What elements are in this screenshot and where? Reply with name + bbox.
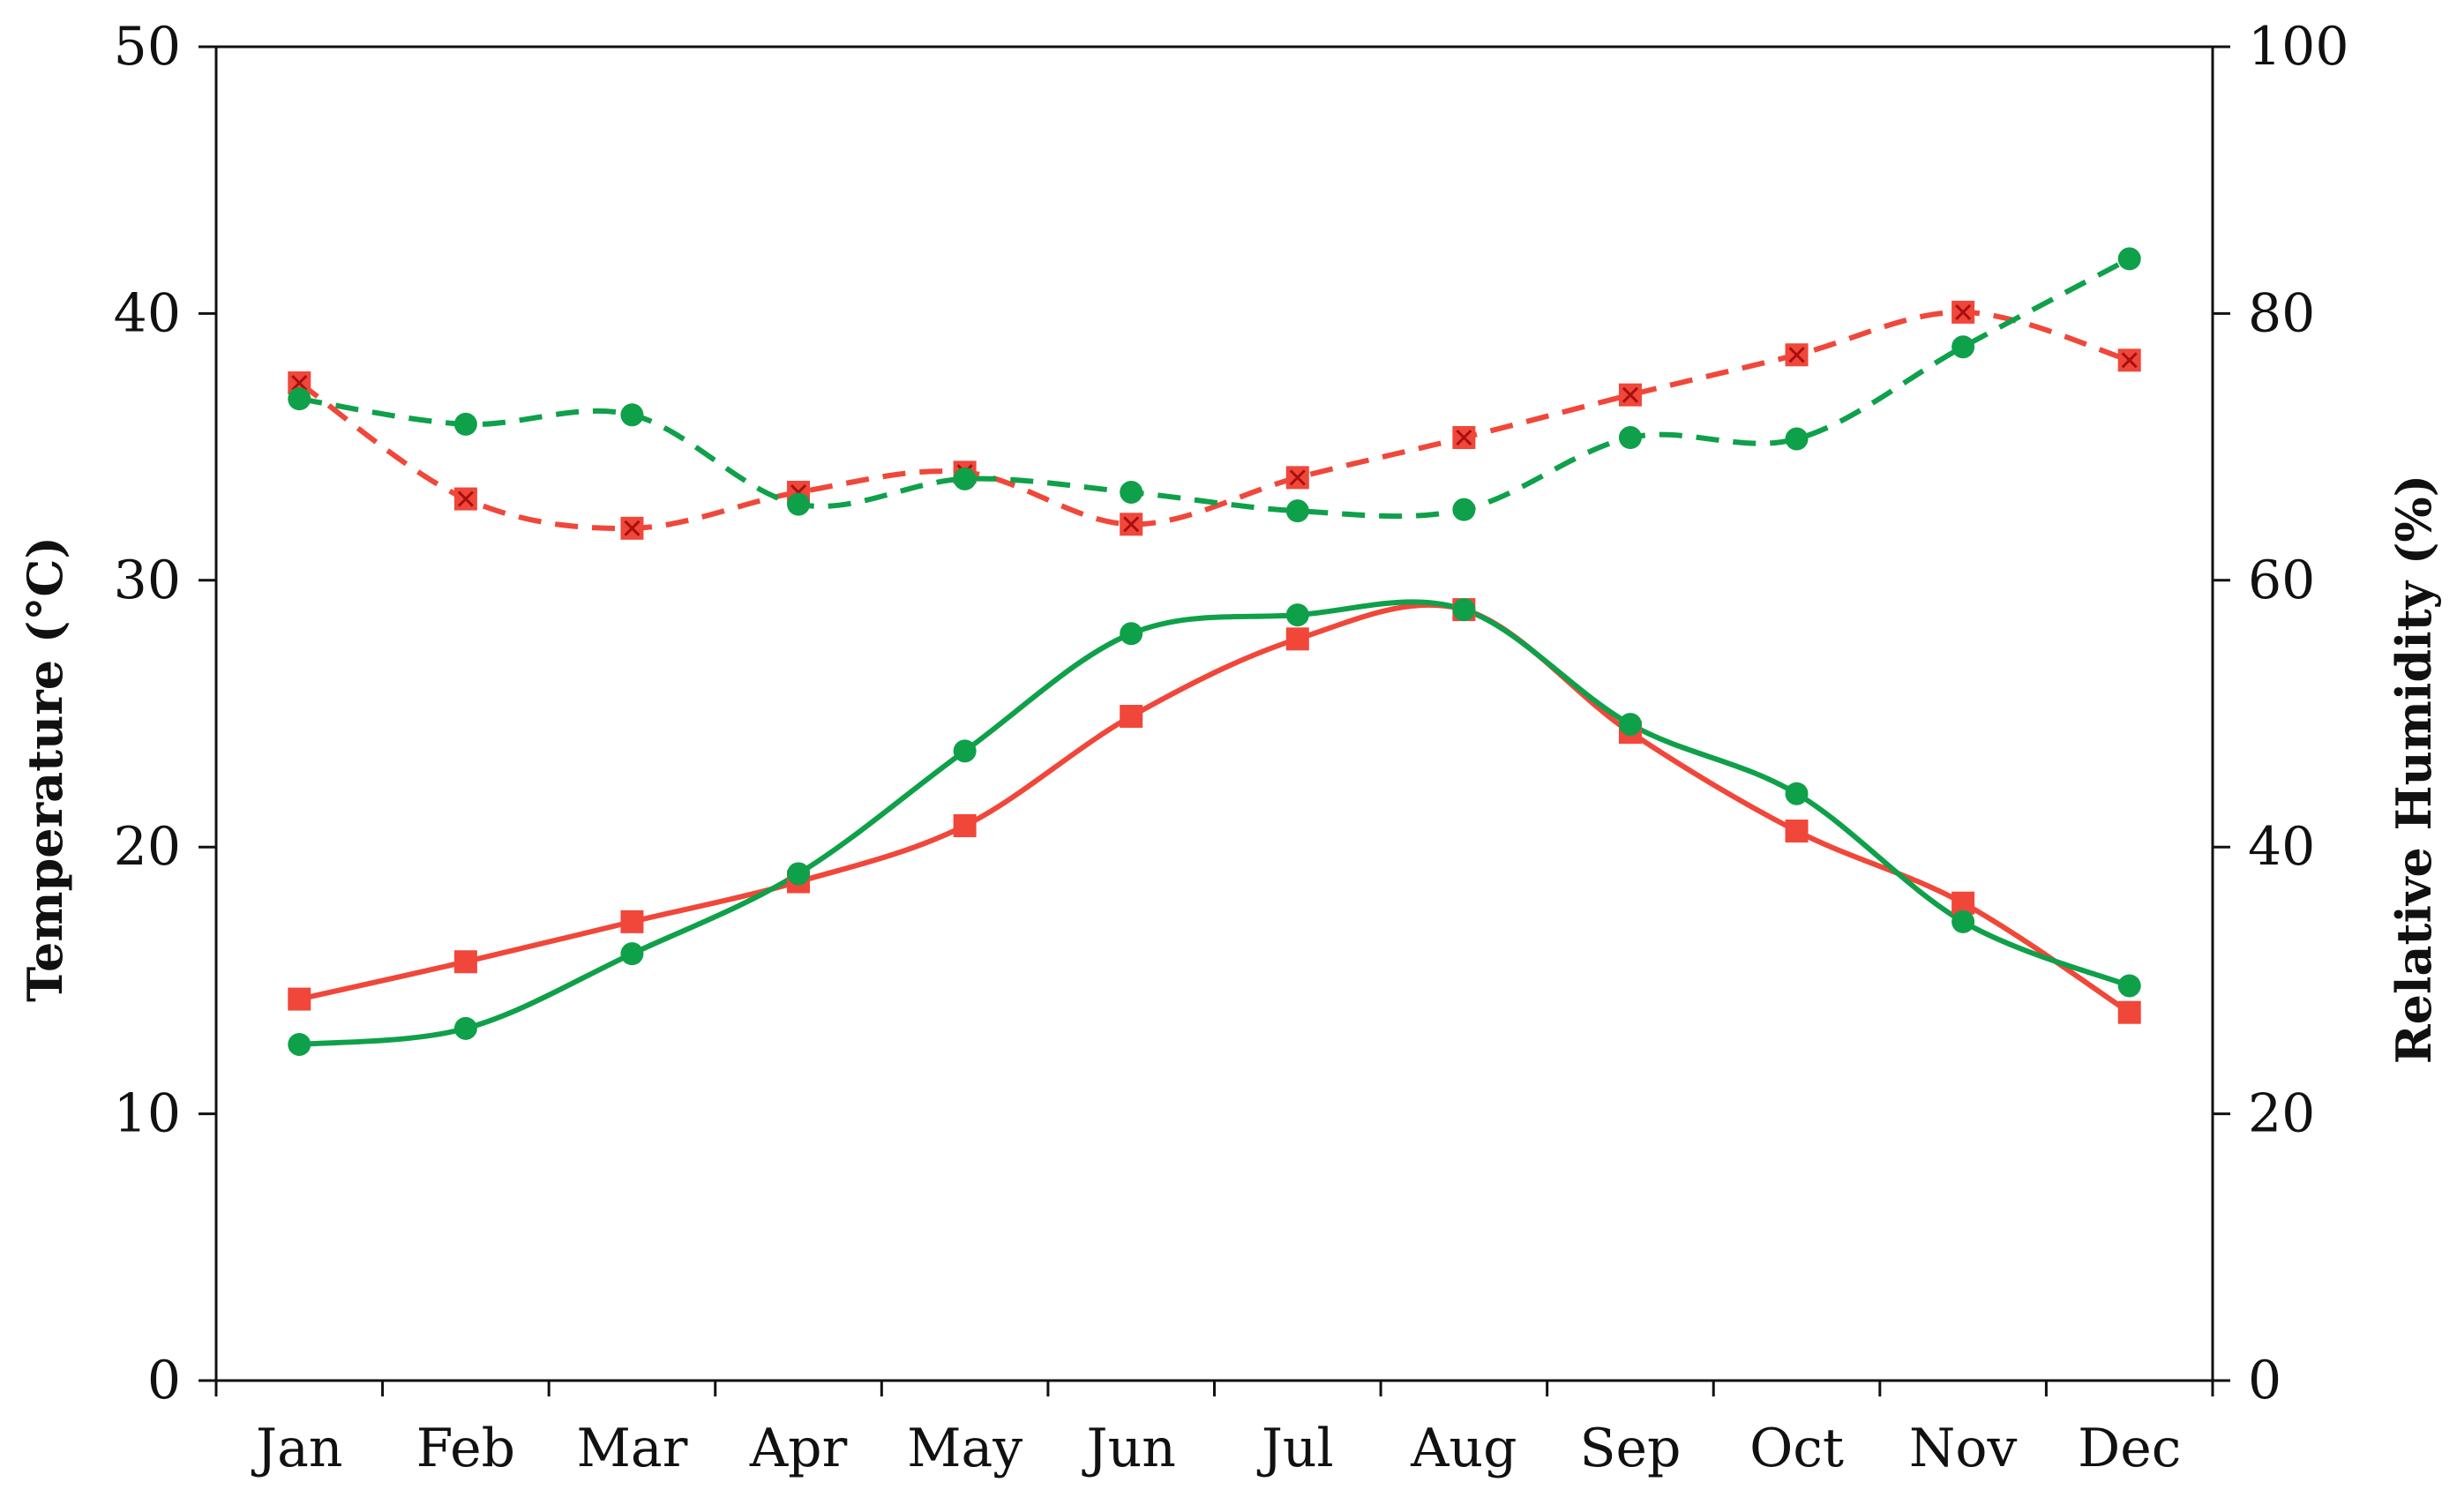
series-2-point <box>1452 598 1476 622</box>
series-2-point <box>288 1032 311 1056</box>
series-4-point <box>1120 481 1143 505</box>
y-right-tick-label: 60 <box>2248 550 2315 611</box>
series-1-point <box>453 950 477 974</box>
series-3-point <box>620 516 644 540</box>
y-left-tick-label: 50 <box>114 16 181 78</box>
series-4-point <box>453 412 477 436</box>
x-tick-label: Jul <box>1256 1418 1334 1479</box>
series-2-point <box>453 1016 477 1040</box>
y-right-tick-label: 40 <box>2248 816 2315 878</box>
series-1-point <box>2117 1000 2141 1024</box>
series-2-point <box>2117 974 2141 998</box>
x-tick-label: Dec <box>2078 1418 2181 1479</box>
series-3-point <box>1285 466 1309 490</box>
series-line-1 <box>298 602 2131 1015</box>
series-2-point <box>1951 909 1975 933</box>
series-4-point <box>1452 498 1476 521</box>
series-4-point <box>787 492 811 516</box>
axes: 0 10 20 30 40 50 0 20 40 60 80 100 Jan Feb Mar Apr May Ju… <box>114 16 2349 1479</box>
x-tick-label: Apr <box>749 1418 848 1479</box>
y-right-tick-label: 80 <box>2248 282 2315 344</box>
series-4-point <box>288 387 311 411</box>
series-3-point <box>1785 343 1809 367</box>
y-left-tick-label: 20 <box>114 816 181 878</box>
series-4-point <box>1785 427 1809 451</box>
y-left-tick-label: 10 <box>114 1083 181 1145</box>
y-axis-right-label: Relative Humidity (%) <box>2386 475 2442 1064</box>
series-line-4 <box>298 256 2131 520</box>
y-right-tick-label: 100 <box>2248 16 2349 78</box>
series-2-point <box>1120 622 1143 646</box>
x-tick-label: Oct <box>1749 1418 1844 1479</box>
series-3-point <box>2117 348 2141 372</box>
y-left-tick-label: 0 <box>147 1350 181 1411</box>
x-tick-label: Mar <box>577 1418 688 1479</box>
series-2-point <box>620 942 644 966</box>
series-1-point <box>953 814 977 838</box>
series-3-point <box>1120 513 1143 536</box>
y-right-tick-label: 0 <box>2248 1350 2281 1411</box>
series-3-point <box>1951 300 1975 324</box>
series-4-point <box>953 467 977 490</box>
x-tick-label: Jan <box>251 1418 342 1479</box>
series-4-point <box>1618 426 1642 450</box>
series-1-point <box>1285 627 1309 651</box>
x-tick-label: Jun <box>1082 1418 1176 1479</box>
series-1-point <box>288 987 311 1011</box>
series-line-2 <box>299 599 2131 1047</box>
series-1-point <box>1785 820 1809 843</box>
x-tick-label: Feb <box>416 1418 515 1479</box>
series-2-point <box>1618 713 1642 737</box>
y-left-tick-label: 40 <box>114 282 181 344</box>
series-line-3 <box>297 309 2131 531</box>
series-layer <box>297 256 2131 1047</box>
x-tick-label: May <box>907 1418 1023 1479</box>
series-2-point <box>953 739 977 763</box>
y-left-tick-label: 30 <box>114 550 181 611</box>
series-3-point <box>1618 383 1642 407</box>
series-1-point <box>620 909 644 933</box>
x-tick-label: Sep <box>1579 1418 1681 1479</box>
x-tick-label: Aug <box>1410 1418 1517 1479</box>
y-axis-left-label: Temperature (°C) <box>17 536 73 1002</box>
series-4-point <box>620 403 644 427</box>
series-2-point <box>1285 603 1309 627</box>
series-1-point <box>1120 705 1143 729</box>
x-tick-label: Nov <box>1909 1418 2018 1479</box>
series-3-point <box>1452 426 1476 450</box>
series-4-point <box>1285 499 1309 523</box>
series-3-point <box>453 487 477 511</box>
y-right-tick-label: 20 <box>2248 1083 2315 1145</box>
series-2-point <box>1785 782 1809 805</box>
markers-layer <box>288 247 2141 1056</box>
series-4-point <box>2117 247 2141 271</box>
series-4-point <box>1951 335 1975 359</box>
series-2-point <box>787 862 811 886</box>
